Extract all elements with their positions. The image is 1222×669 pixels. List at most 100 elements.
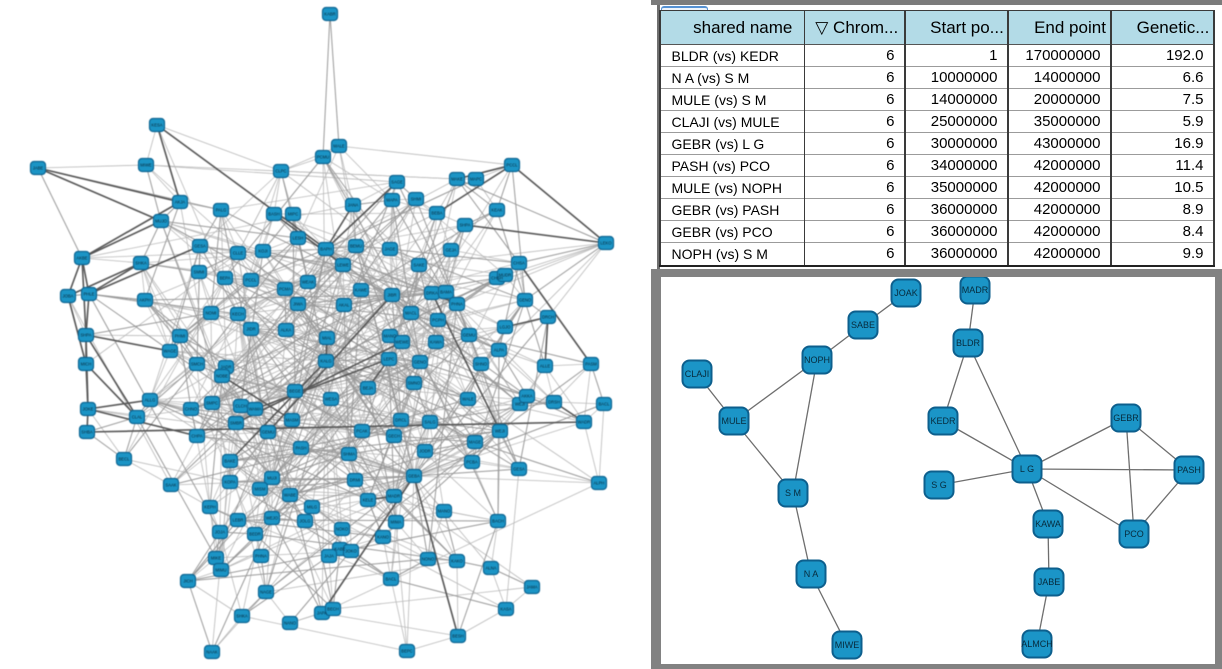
- svg-text:MAPA: MAPA: [386, 198, 398, 203]
- svg-text:PCO: PCO: [1124, 529, 1144, 539]
- svg-text:LEBR: LEBR: [233, 518, 244, 523]
- svg-text:WEJI: WEJI: [495, 429, 505, 434]
- svg-text:BEPC: BEPC: [401, 649, 412, 654]
- svg-text:PCMU: PCMU: [317, 155, 329, 160]
- svg-text:L G: L G: [1020, 464, 1034, 474]
- svg-text:BAKE: BAKE: [224, 459, 235, 464]
- svg-text:KELE: KELE: [363, 498, 374, 503]
- svg-text:SHKA: SHKA: [236, 614, 248, 619]
- svg-text:GEMU: GEMU: [463, 333, 476, 338]
- svg-text:GEBA: GEBA: [408, 474, 420, 479]
- svg-text:KOJI: KOJI: [258, 249, 267, 254]
- svg-text:JANA: JANA: [348, 203, 359, 208]
- svg-text:NOPH: NOPH: [804, 355, 830, 365]
- svg-text:JOKE: JOKE: [83, 407, 94, 412]
- svg-text:BEDR: BEDR: [249, 532, 261, 537]
- svg-text:BECH: BECH: [327, 607, 339, 612]
- svg-text:KAWA: KAWA: [430, 340, 442, 345]
- svg-text:KANO: KANO: [377, 535, 390, 540]
- svg-text:CHSA: CHSA: [513, 261, 525, 266]
- svg-text:MADR: MADR: [962, 285, 989, 295]
- svg-text:JAGE: JAGE: [385, 247, 396, 252]
- svg-text:KASA: KASA: [500, 607, 511, 612]
- svg-text:BEJA: BEJA: [363, 386, 374, 391]
- svg-text:S G: S G: [931, 480, 947, 490]
- svg-text:BEGE: BEGE: [289, 389, 301, 394]
- svg-text:KECH: KECH: [232, 312, 244, 317]
- svg-text:BEPA: BEPA: [220, 276, 231, 281]
- svg-text:WESA: WESA: [325, 397, 338, 402]
- svg-text:GENO: GENO: [414, 360, 427, 365]
- svg-text:DRMI: DRMI: [350, 478, 361, 483]
- svg-text:KALG: KALG: [320, 359, 331, 364]
- svg-text:BAPH: BAPH: [320, 247, 331, 252]
- svg-text:BACL: BACL: [599, 402, 611, 407]
- svg-text:AKPH: AKPH: [139, 298, 150, 303]
- svg-text:GESA: GESA: [513, 467, 525, 472]
- svg-text:JODR: JODR: [419, 449, 430, 454]
- svg-text:PHLE: PHLE: [84, 292, 95, 297]
- svg-text:MALE: MALE: [333, 144, 345, 149]
- svg-text:JABE: JABE: [1038, 577, 1061, 587]
- svg-text:MANO: MANO: [438, 509, 451, 514]
- svg-text:LEWE: LEWE: [337, 263, 349, 268]
- svg-text:SAKE: SAKE: [413, 263, 424, 268]
- svg-text:SMMI: SMMI: [194, 270, 205, 275]
- svg-text:GESA: GESA: [194, 244, 206, 249]
- svg-text:AKAL: AKAL: [339, 303, 350, 308]
- svg-text:WEJI: WEJI: [515, 402, 525, 407]
- svg-text:JAJA: JAJA: [324, 554, 334, 559]
- svg-text:BEBA: BEBA: [431, 211, 442, 216]
- svg-text:SHKA: SHKA: [135, 261, 147, 266]
- svg-text:CLLE: CLLE: [233, 251, 244, 256]
- svg-text:GEBR: GEBR: [1113, 413, 1139, 423]
- svg-text:CLAJI: CLAJI: [685, 369, 710, 379]
- svg-text:MIWE: MIWE: [140, 163, 152, 168]
- svg-text:MULE: MULE: [721, 416, 746, 426]
- svg-text:KABR: KABR: [324, 12, 335, 17]
- svg-text:SALG: SALG: [424, 420, 435, 425]
- svg-text:NAAK: NAAK: [206, 650, 218, 655]
- svg-text:CLCH: CLCH: [235, 404, 246, 409]
- svg-text:MUJI: MUJI: [267, 476, 277, 481]
- svg-text:PCCL: PCCL: [245, 278, 257, 283]
- svg-text:ALLE: ALLE: [540, 364, 550, 369]
- svg-text:CHNO: CHNO: [185, 407, 198, 412]
- svg-text:MIWE: MIWE: [835, 640, 860, 650]
- svg-text:JAMA: JAMA: [526, 585, 537, 590]
- svg-text:SAGE: SAGE: [391, 180, 403, 185]
- svg-text:ALPA: ALPA: [494, 348, 505, 353]
- svg-text:SHNO: SHNO: [475, 362, 488, 367]
- svg-text:MIPC: MIPC: [288, 212, 298, 217]
- svg-text:JICH: JICH: [183, 579, 192, 584]
- svg-text:MILG: MILG: [307, 505, 317, 510]
- svg-text:LEPC: LEPC: [384, 357, 395, 362]
- svg-text:LGJO: LGJO: [500, 325, 512, 330]
- svg-text:PCMA: PCMA: [279, 287, 291, 292]
- svg-text:KOPA: KOPA: [224, 480, 236, 485]
- svg-text:MUJO: MUJO: [155, 219, 168, 224]
- svg-text:JIBR: JIBR: [387, 293, 396, 298]
- svg-text:SHMA: SHMA: [343, 452, 355, 457]
- svg-text:MUDR: MUDR: [499, 273, 512, 278]
- svg-text:BASH: BASH: [268, 212, 279, 217]
- svg-text:KESA: KESA: [151, 123, 162, 128]
- svg-text:PHMI: PHMI: [175, 334, 185, 339]
- svg-text:PHNA: PHNA: [451, 302, 463, 307]
- svg-text:PASH: PASH: [295, 446, 306, 451]
- svg-text:BACH: BACH: [492, 519, 504, 524]
- svg-text:AKKA: AKKA: [521, 394, 532, 399]
- svg-text:GEJA: GEJA: [446, 248, 457, 253]
- svg-text:JOJA: JOJA: [215, 530, 225, 535]
- svg-text:DRCL: DRCL: [395, 418, 407, 423]
- svg-text:GEMU: GEMU: [262, 430, 275, 435]
- svg-text:JOBA: JOBA: [63, 294, 74, 299]
- svg-text:KAKO: KAKO: [451, 559, 463, 564]
- svg-text:WADR: WADR: [578, 420, 591, 425]
- svg-text:NAGE: NAGE: [260, 590, 272, 595]
- svg-text:KEPH: KEPH: [204, 505, 215, 510]
- svg-text:MANO: MANO: [384, 334, 397, 339]
- svg-text:DRCH: DRCH: [542, 315, 554, 320]
- svg-text:NANO: NANO: [284, 621, 297, 626]
- svg-text:WAGE: WAGE: [164, 349, 177, 354]
